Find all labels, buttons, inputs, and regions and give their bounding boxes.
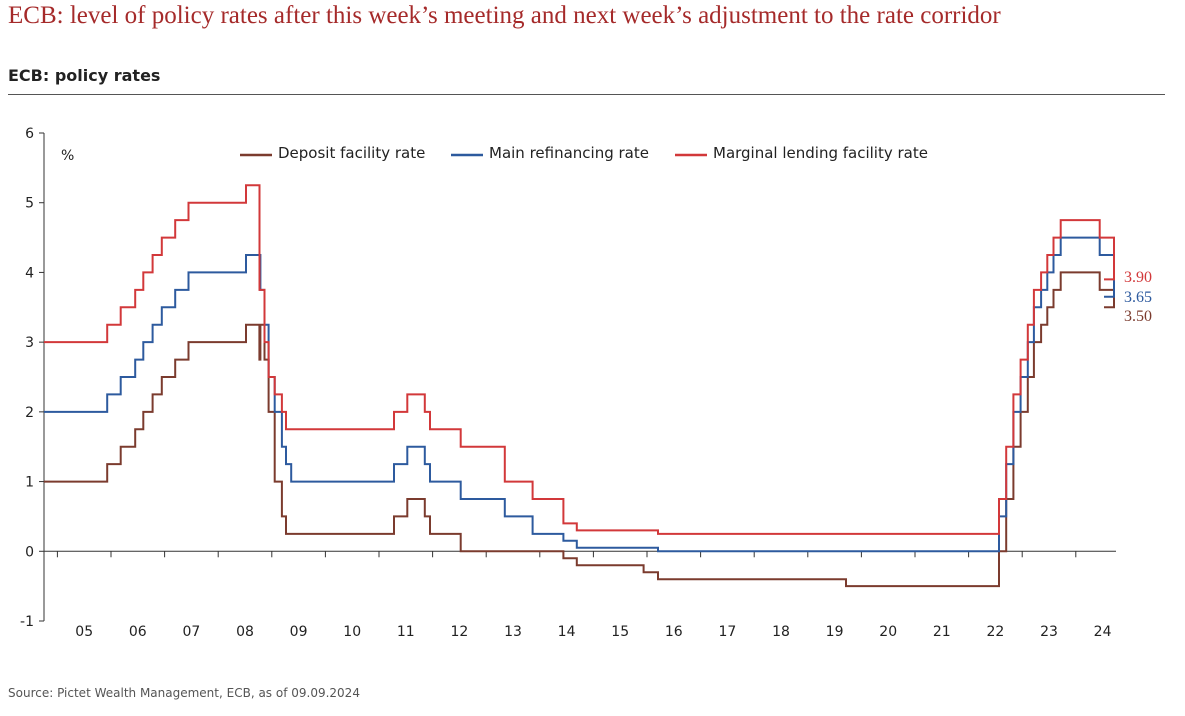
end-value-label-3: 3.90 [1124,269,1152,286]
y-tick-label: 4 [25,265,34,281]
x-tick-label: 23 [1040,624,1058,640]
series-line-2 [43,236,1115,553]
chart-title: ECB: level of policy rates after this we… [8,2,1001,29]
chart-subtitle: ECB: policy rates [8,66,161,85]
x-tick-label: 10 [343,624,361,640]
legend-label-1: Deposit facility rate [278,144,425,162]
y-tick-label: 3 [25,335,34,351]
y-tick-label: 2 [25,405,34,421]
x-tick-label: 07 [182,624,200,640]
header-divider [8,94,1165,95]
y-tick-label: -1 [20,614,34,630]
x-tick-label: 09 [290,624,308,640]
x-tick-label: 14 [558,624,576,640]
x-tick-label: 19 [826,624,844,640]
legend-label-3: Marginal lending facility rate [713,144,928,162]
end-labels: 3.50 3.65 3.90 [1124,269,1152,325]
end-value-label-2: 3.65 [1124,289,1152,306]
end-value-label-1: 3.50 [1124,308,1152,325]
y-tick-label: 0 [25,544,34,560]
x-tick-label: 12 [450,624,468,640]
legend-label-2: Main refinancing rate [489,144,649,162]
x-tick-label: 24 [1094,624,1112,640]
y-tick-label: 6 [25,126,34,142]
x-tick-label: 18 [772,624,790,640]
legend: Deposit facility rate Main refinancing ra… [240,144,928,162]
y-axis-unit-label: % [61,148,74,164]
x-tick-label: 21 [933,624,951,640]
x-tick-label: 17 [718,624,736,640]
series-line-1 [43,271,1115,588]
source-note: Source: Pictet Wealth Management, ECB, a… [8,686,360,700]
x-tick-label: 22 [986,624,1004,640]
y-tick-label: 5 [25,196,34,212]
series-lines [43,184,1115,588]
x-tick-label: 13 [504,624,522,640]
x-tick-label: 15 [611,624,629,640]
x-tick-label: 08 [236,624,254,640]
x-tick-label: 06 [129,624,147,640]
x-tick-label: 05 [75,624,93,640]
series-line-3 [43,184,1115,535]
y-tick-label: 1 [25,475,34,491]
x-tick-label: 20 [879,624,897,640]
x-tick-label: 16 [665,624,683,640]
x-tick-label: 11 [397,624,415,640]
